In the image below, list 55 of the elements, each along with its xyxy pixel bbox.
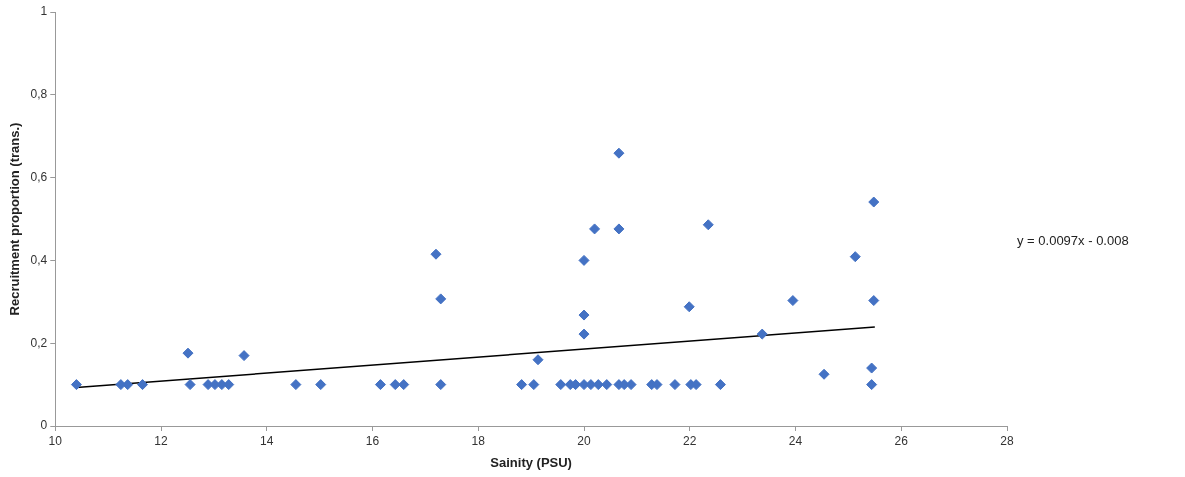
point xyxy=(613,223,625,235)
point xyxy=(238,350,250,362)
point xyxy=(435,293,447,305)
x-tick-label: 12 xyxy=(154,433,169,448)
y-tick-label: 0,2 xyxy=(30,335,48,350)
text: y = 0.0097x - 0.008 xyxy=(1017,233,1129,249)
x-tick-label: 22 xyxy=(683,433,697,448)
point xyxy=(290,379,302,391)
x-tick-label: 16 xyxy=(365,433,380,448)
point xyxy=(315,379,327,391)
point xyxy=(435,379,447,391)
point xyxy=(866,379,878,391)
point xyxy=(137,379,149,391)
point xyxy=(70,379,82,391)
point xyxy=(184,379,196,391)
point xyxy=(374,379,386,391)
point xyxy=(398,379,410,391)
x-tick-label: 20 xyxy=(577,433,592,448)
y-tick-label: 0,8 xyxy=(30,87,48,102)
point xyxy=(787,295,799,307)
point xyxy=(613,147,625,159)
point xyxy=(532,354,544,366)
x-tick-label: 26 xyxy=(894,433,909,448)
point xyxy=(868,196,880,208)
point xyxy=(430,248,442,260)
point xyxy=(683,301,695,313)
point xyxy=(818,368,830,380)
point xyxy=(868,295,880,307)
x-tick-label: 10 xyxy=(48,433,63,448)
point xyxy=(578,328,590,340)
point xyxy=(756,328,768,340)
x-tick-label: 28 xyxy=(1000,433,1014,448)
x-tick-label: 24 xyxy=(788,433,803,448)
y-axis-title: Recruitment proportion (trans.) xyxy=(7,122,23,316)
x-tick-label: 18 xyxy=(471,433,486,448)
point xyxy=(516,379,528,391)
y-tick-label: 0 xyxy=(40,418,48,433)
point xyxy=(669,379,681,391)
point xyxy=(578,254,590,266)
x-axis-title: Sainity (PSU) xyxy=(490,454,572,470)
point xyxy=(528,379,540,391)
point xyxy=(555,379,567,391)
y-tick-label: 0,4 xyxy=(30,252,48,267)
point xyxy=(182,347,194,359)
point xyxy=(714,379,726,391)
y-tick-label: 1 xyxy=(40,4,48,19)
point xyxy=(589,223,601,235)
point xyxy=(849,251,861,263)
point xyxy=(866,362,878,374)
point xyxy=(702,219,714,231)
point xyxy=(601,379,613,391)
x-tick-label: 14 xyxy=(260,433,274,448)
point xyxy=(578,309,590,321)
point xyxy=(389,379,401,391)
y-tick-label: 0,6 xyxy=(30,169,48,184)
